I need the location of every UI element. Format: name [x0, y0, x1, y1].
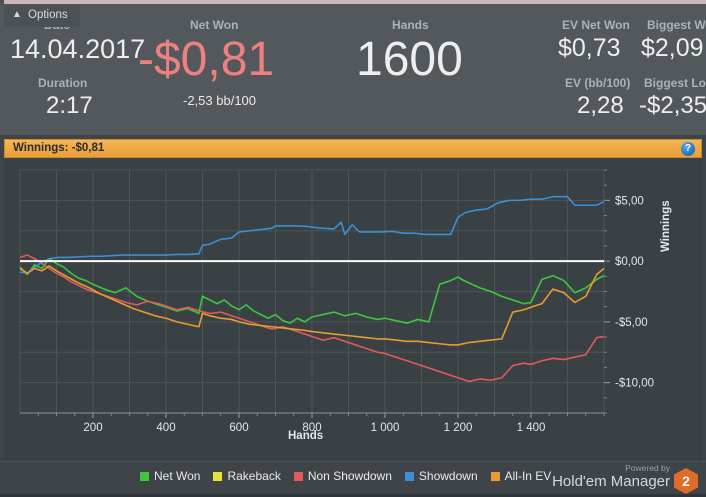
- legend-item-showdown[interactable]: Showdown: [404, 469, 478, 483]
- options-button[interactable]: ▲ Options: [4, 5, 80, 27]
- legend-swatch-icon: [140, 471, 149, 481]
- holdem-manager-2-badge-icon: 2: [674, 468, 698, 494]
- y-axis-tick-label: -$5,00: [615, 317, 648, 329]
- brand-block: Powered by Hold'em Manager 2: [550, 463, 700, 495]
- ev-bb100-value: 2,28: [577, 92, 624, 119]
- series-line-showdown: [19, 195, 605, 275]
- biggest-win-label: Biggest Win: [647, 18, 706, 32]
- chart-title-bar: Winnings: -$0,81 ?: [4, 139, 702, 158]
- chart-footer: [0, 461, 706, 497]
- legend-swatch-icon: [490, 471, 500, 481]
- date-value: 14.04.2017: [10, 34, 146, 64]
- x-axis-tick-label: 1 400: [517, 422, 546, 434]
- winnings-chart-panel[interactable]: 200 400 600 800 1 000 1 200 1 400 $5,00 $0,00 -$5…: [4, 158, 702, 461]
- y-axis-title: Winnings: [660, 200, 672, 252]
- series-line-non-showdown: [19, 254, 605, 383]
- y-axis-tick-label: -$10,00: [615, 378, 654, 390]
- x-axis-tick-label: 1 000: [371, 422, 400, 434]
- duration-label: Duration: [38, 76, 88, 90]
- legend-label: Showdown: [418, 469, 478, 483]
- chart-title-text: Winnings: -$0,81: [13, 142, 105, 154]
- net-won-label: Net Won: [190, 18, 239, 32]
- legend-swatch-icon: [404, 471, 414, 481]
- x-axis-title: Hands: [288, 430, 324, 442]
- legend-swatch-icon: [213, 471, 223, 481]
- biggest-win-value: $2,09: [641, 34, 704, 62]
- net-won-bb100-value: -2,53 bb/100: [183, 93, 257, 108]
- hands-value: 1600: [356, 33, 463, 86]
- legend-item-rakeback[interactable]: Rakeback: [213, 469, 281, 483]
- window-top-accent-strip: [0, 0, 706, 4]
- legend-item-all-in-ev[interactable]: All-In EV: [490, 469, 552, 483]
- y-axis-tick-label: $0,00: [615, 256, 644, 268]
- legend-item-non-showdown[interactable]: Non Showdown: [293, 469, 392, 483]
- hands-label: Hands: [392, 18, 429, 32]
- x-axis-tick-label: 600: [229, 422, 248, 434]
- ev-net-won-value: $0,73: [558, 34, 621, 62]
- powered-by-label: Powered by: [625, 463, 670, 473]
- help-question-icon[interactable]: ?: [681, 142, 695, 156]
- x-axis-tick-label: 200: [83, 422, 102, 434]
- winnings-line-chart: 200 400 600 800 1 000 1 200 1 400 $5,00 $0,00 -$5…: [19, 169, 654, 434]
- legend-label: Rakeback: [227, 469, 281, 483]
- y-axis-tick-label: $5,00: [615, 195, 644, 207]
- net-won-value: -$0,81: [138, 33, 275, 86]
- session-stats-header: Date 14.04.2017 Duration 2:17 Net Won -$…: [0, 4, 706, 135]
- legend-swatch-icon: [293, 471, 303, 481]
- ev-bb100-label: EV (bb/100): [565, 76, 631, 90]
- series-line-net-won: [19, 257, 605, 324]
- duration-value: 2:17: [46, 92, 93, 119]
- chevron-up-icon: ▲: [12, 9, 22, 20]
- brand-name-label: Hold'em Manager: [552, 473, 670, 490]
- x-axis-tick-label: 800: [302, 422, 321, 434]
- x-axis-tick-label: 1 200: [444, 422, 473, 434]
- series-line-all-in-ev: [19, 265, 605, 346]
- window-bottom-edge: [0, 494, 706, 497]
- ev-net-won-label: EV Net Won: [562, 18, 630, 32]
- legend-label: All-In EV: [504, 469, 552, 483]
- chart-legend: Net Won Rakeback Non Showdown Showdown All-I…: [140, 469, 551, 483]
- legend-item-net-won[interactable]: Net Won: [140, 469, 200, 483]
- biggest-loss-label: Biggest Loss: [644, 76, 706, 90]
- options-button-label: Options: [28, 9, 68, 21]
- legend-label: Non Showdown: [307, 469, 392, 483]
- window-corner-marker: [0, 0, 4, 6]
- biggest-loss-value: -$2,35: [639, 92, 706, 119]
- x-axis-tick-label: 400: [156, 422, 175, 434]
- legend-label: Net Won: [154, 469, 201, 483]
